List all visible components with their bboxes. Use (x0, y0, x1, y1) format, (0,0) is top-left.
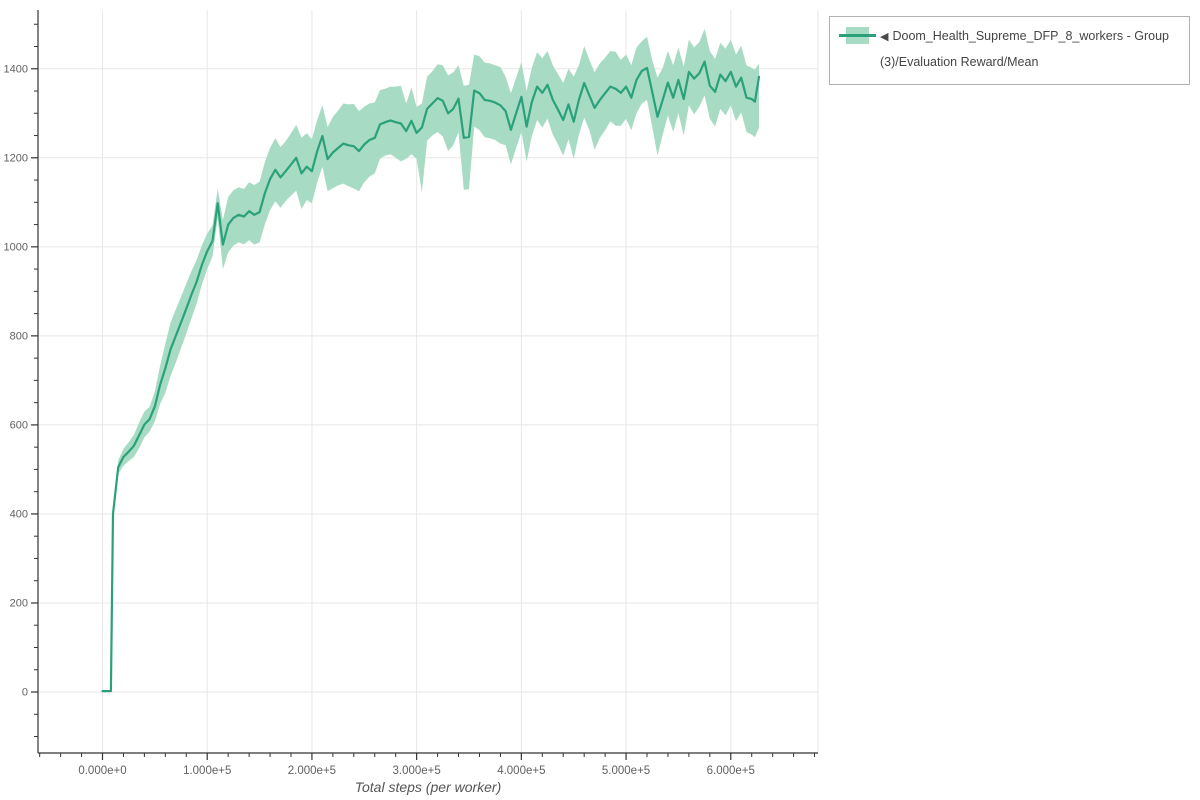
legend-collapse-icon[interactable]: ◀ (880, 31, 889, 43)
svg-text:1400: 1400 (4, 63, 28, 75)
svg-text:6.000e+5: 6.000e+5 (707, 765, 755, 777)
y-axis-tick-labels: 0 200 400 600 800 1000 1200 1400 (4, 63, 28, 698)
legend-item[interactable]: ◀ Doom_Health_Supreme_DFP_8_workers - Gro… (839, 24, 1181, 75)
svg-text:4.000e+5: 4.000e+5 (497, 765, 545, 777)
legend: ◀ Doom_Health_Supreme_DFP_8_workers - Gro… (829, 16, 1190, 85)
svg-text:0: 0 (22, 687, 28, 699)
svg-text:400: 400 (10, 508, 28, 520)
svg-text:600: 600 (10, 419, 28, 431)
series-swatch-icon (839, 27, 876, 44)
svg-text:3.000e+5: 3.000e+5 (392, 765, 440, 777)
axes (37, 10, 818, 754)
svg-text:1200: 1200 (4, 152, 28, 164)
svg-text:200: 200 (10, 597, 28, 609)
series-mean-line (101, 60, 761, 693)
series-line-swatch (839, 34, 876, 37)
y-axis-ticks (31, 23, 38, 738)
svg-text:1000: 1000 (4, 241, 28, 253)
legend-series-label: Doom_Health_Supreme_DFP_8_workers - Grou… (880, 29, 1169, 69)
svg-text:2.000e+5: 2.000e+5 (288, 765, 336, 777)
svg-text:0.000e+0: 0.000e+0 (78, 765, 126, 777)
svg-text:800: 800 (10, 330, 28, 342)
x-axis-tick-labels: 0.000e+0 1.000e+5 2.000e+5 3.000e+5 4.000e+5… (78, 765, 755, 777)
series-uncertainty-band (102, 28, 759, 692)
x-axis-ticks (39, 753, 816, 760)
svg-text:1.000e+5: 1.000e+5 (183, 765, 231, 777)
x-axis-title: Total steps (per worker) (354, 779, 502, 795)
legend-text: ◀ Doom_Health_Supreme_DFP_8_workers - Gro… (880, 24, 1181, 75)
svg-text:5.000e+5: 5.000e+5 (602, 765, 650, 777)
